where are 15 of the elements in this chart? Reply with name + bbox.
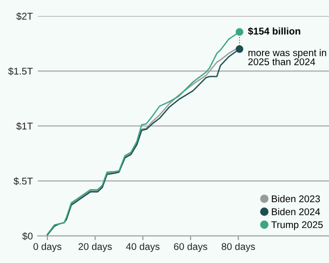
- legend-label: Biden 2024: [272, 208, 320, 216]
- y-tick-label: $2T: [16, 12, 33, 20]
- y-tick-label: $1.5T: [8, 67, 33, 76]
- legend-label: Biden 2023: [272, 195, 320, 202]
- annotation: $154 billion: [248, 27, 300, 36]
- x-tick-label: 40 days: [126, 242, 160, 252]
- y-tick-label: $0: [22, 232, 33, 240]
- x-tick-label: 0 days: [33, 242, 62, 252]
- x-tick-label: 20 days: [78, 242, 112, 252]
- x-tick-label: 60 days: [174, 242, 208, 252]
- y-tick-label: $.5T: [14, 177, 33, 186]
- y-tick-label: $1T: [16, 122, 33, 130]
- x-tick-label: 80 days: [222, 242, 255, 252]
- annotation: more was spent in 2025 than 2024: [248, 49, 326, 66]
- legend-label: Trump 2025: [271, 221, 323, 230]
